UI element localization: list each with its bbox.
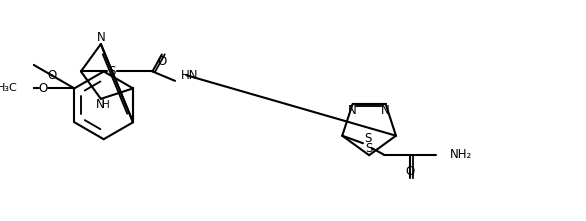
Text: N: N [97, 31, 105, 44]
Text: N: N [381, 104, 390, 117]
Text: S: S [108, 65, 115, 78]
Text: H₃C: H₃C [0, 83, 18, 93]
Text: S: S [366, 142, 373, 155]
Text: O: O [157, 55, 166, 68]
Text: N: N [96, 98, 104, 111]
Text: O: O [406, 165, 415, 178]
Text: S: S [364, 132, 372, 145]
Text: HN: HN [180, 69, 198, 82]
Text: O: O [47, 69, 56, 82]
Text: H: H [101, 99, 110, 109]
Text: N: N [348, 104, 357, 117]
Text: NH₂: NH₂ [449, 148, 472, 161]
Text: O: O [39, 82, 48, 95]
